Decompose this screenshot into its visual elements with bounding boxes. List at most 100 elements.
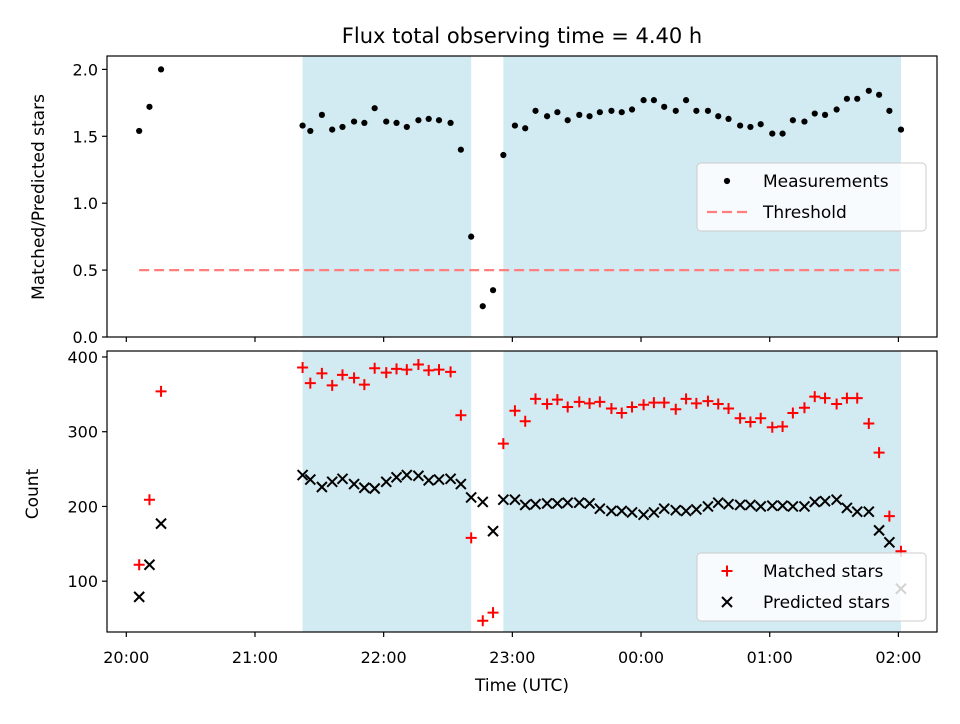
bottom-predicted-point [883, 536, 896, 549]
bottom-matched-point [863, 417, 875, 429]
bottom-predicted-point [529, 498, 542, 510]
chart-title: Flux total observing time = 4.40 h [342, 24, 702, 48]
top-measurement-point [833, 106, 840, 113]
bottom-matched-point [680, 393, 692, 405]
top-measurement-point [650, 97, 657, 104]
bottom-matched-point [584, 397, 596, 409]
bottom-predicted-point [798, 500, 811, 513]
bottom-predicted-point [605, 505, 618, 517]
bottom-matched-point [819, 392, 831, 404]
bottom-y-tick-label: 300 [67, 423, 98, 442]
top-measurement-point [564, 117, 571, 124]
bottom-predicted-point [754, 500, 767, 513]
bottom-matched-point [658, 397, 670, 409]
top-measurement-point [897, 126, 905, 133]
bottom-predicted-point [401, 469, 413, 481]
top-measurement-point [693, 107, 700, 114]
bottom-matched-point [626, 401, 638, 413]
bottom-legend-box [696, 552, 927, 622]
top-measurement-point [532, 107, 539, 114]
bottom-matched-point [530, 393, 542, 405]
bottom-matched-point [155, 385, 167, 397]
top-measurement-point [371, 105, 378, 112]
bottom-panel: 100 200 300 400 20:00 21:00 22:00 23:00 00:00 01:… [67, 348, 938, 667]
top-measurement-point [146, 103, 153, 110]
bottom-matched-point [465, 532, 477, 544]
top-measurement-point [672, 107, 679, 114]
top-measurement-point [489, 287, 497, 294]
bottom-matched-point [670, 403, 682, 415]
bottom-matched-point [723, 403, 735, 415]
top-panel: 0.0 0.5 1.0 1.5 2.0 Measurements Threshold [73, 55, 938, 347]
top-measurement-point [415, 117, 422, 124]
top-y-tick-label: 1.0 [73, 194, 98, 213]
bottom-y-tick-label: 200 [67, 497, 98, 516]
bottom-matched-point [391, 363, 403, 375]
bottom-matched-point [348, 372, 360, 384]
top-measurement-point [435, 117, 443, 124]
top-measurement-point [737, 122, 744, 129]
bottom-predicted-point [863, 505, 875, 518]
bottom-matched-point [809, 391, 821, 403]
top-measurement-point [522, 125, 529, 132]
bottom-predicted-point [766, 499, 778, 512]
top-measurement-point [136, 127, 143, 135]
bottom-predicted-point [551, 497, 564, 510]
bottom-predicted-point [744, 499, 757, 511]
bottom-matched-point [873, 447, 885, 459]
bottom-matched-point [594, 396, 606, 408]
bottom-predicted-point [819, 495, 831, 507]
top-measurement-point [457, 146, 464, 153]
top-measurement-point [361, 119, 368, 127]
bottom-matched-point [648, 397, 660, 409]
bottom-predicted-point [637, 508, 650, 521]
top-y-tick-label: 0.0 [73, 328, 98, 347]
top-measurement-point [757, 121, 764, 128]
top-measurement-point [596, 109, 603, 116]
bottom-matched-point [841, 392, 853, 404]
bottom-predicted-point [497, 494, 510, 506]
bottom-predicted-point [412, 470, 425, 482]
bottom-matched-point [445, 366, 457, 378]
bottom-matched-point [133, 559, 145, 571]
top-y-tick-label: 0.5 [73, 261, 98, 280]
top-measurement-point [403, 123, 410, 131]
bottom-matched-point [143, 494, 155, 506]
bottom-matched-point [551, 394, 563, 406]
bottom-matched-point [423, 364, 435, 376]
top-measurement-point [865, 87, 872, 94]
top-measurement-point [500, 151, 507, 159]
bottom-matched-point [519, 415, 531, 427]
bottom-predicted-point [830, 494, 843, 506]
top-measurement-point [886, 107, 893, 114]
bottom-predicted-point [509, 494, 521, 506]
bottom-series-predicted-stars [133, 469, 907, 603]
bottom-predicted-point [143, 559, 156, 571]
top-measurement-point [307, 127, 314, 135]
bottom-predicted-point [841, 502, 853, 514]
top-measurement-point [425, 115, 432, 122]
bottom-matched-point [883, 510, 895, 522]
top-measurement-point [661, 103, 668, 110]
top-legend-box [696, 162, 927, 232]
bottom-matched-point [851, 392, 863, 404]
top-measurement-point [854, 95, 861, 102]
top-measurement-point [299, 122, 306, 129]
top-measurement-point [801, 118, 808, 125]
bottom-matched-point [477, 615, 489, 627]
top-measurement-point [843, 95, 851, 102]
top-measurement-point [318, 111, 325, 118]
top-measurement-point [339, 123, 346, 131]
top-measurement-point [769, 130, 776, 137]
bottom-matched-point [369, 362, 381, 374]
bottom-predicted-point [433, 473, 445, 486]
x-axis-label: Time (UTC) [474, 676, 569, 696]
top-measurement-point [350, 118, 358, 125]
bottom-predicted-point [626, 506, 638, 519]
bottom-matched-point [755, 412, 767, 424]
bottom-predicted-point [380, 476, 392, 488]
bottom-predicted-point [561, 497, 574, 509]
bottom-matched-point [605, 403, 617, 415]
bottom-matched-point [412, 358, 424, 370]
